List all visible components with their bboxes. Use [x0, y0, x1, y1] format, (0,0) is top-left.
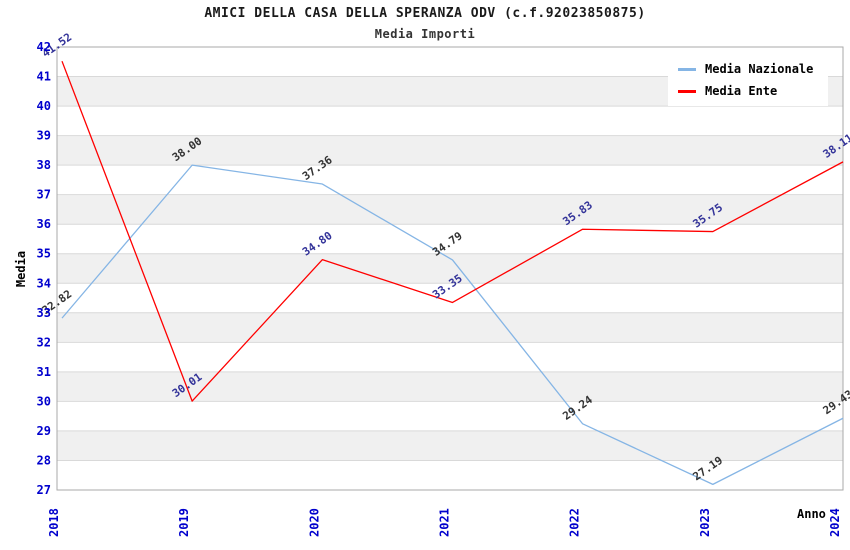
plot-band [57, 312, 843, 343]
y-tick-label: 37 [37, 188, 51, 202]
plot-band [57, 430, 843, 461]
plot-band [57, 460, 843, 490]
plot-band [57, 342, 843, 372]
legend-item-media-nazionale: Media Nazionale [678, 62, 822, 76]
y-tick-label: 27 [37, 483, 51, 497]
y-tick-label: 32 [37, 335, 51, 349]
x-tick-label: 2024 [828, 508, 842, 537]
plot-band [57, 224, 843, 254]
legend-swatch-media-ente-icon [678, 89, 696, 93]
y-tick-label: 36 [37, 217, 51, 231]
y-tick-label: 33 [37, 306, 51, 320]
x-tick-label: 2023 [698, 508, 712, 537]
plot-band [57, 401, 843, 431]
y-tick-label: 30 [37, 394, 51, 408]
series-line-media-ente [61, 60, 844, 402]
y-tick-label: 35 [37, 247, 51, 261]
series-line-media-nazionale [61, 164, 844, 486]
x-tick-label: 2018 [47, 508, 61, 537]
y-tick-label: 34 [37, 276, 51, 290]
y-tick-label: 40 [37, 99, 51, 113]
chart-subtitle: Media Importi [374, 27, 476, 41]
legend: Media Nazionale Media Ente [668, 54, 828, 106]
y-axis-label: Media [14, 250, 28, 288]
legend-label-media-nazionale: Media Nazionale [705, 62, 814, 76]
plot-band [57, 194, 843, 225]
plot-band [57, 106, 843, 136]
legend-item-media-ente: Media Ente [678, 84, 822, 98]
x-tick-label: 2020 [307, 508, 321, 537]
plot-band [57, 283, 843, 313]
y-tick-label: 38 [37, 158, 51, 172]
plot-band [57, 135, 843, 166]
plot-band [57, 165, 843, 195]
y-tick-label: 39 [37, 129, 51, 143]
legend-label-media-ente: Media Ente [705, 84, 778, 98]
y-tick-label: 42 [37, 40, 51, 54]
x-tick-label: 2022 [568, 508, 582, 537]
plot-band [57, 371, 843, 402]
plot-border [56, 46, 844, 491]
x-axis-label: Anno [797, 507, 826, 521]
legend-swatch-media-nazionale-icon [678, 67, 696, 71]
y-tick-label: 31 [37, 365, 51, 379]
x-tick-label: 2019 [177, 508, 191, 537]
y-tick-label: 41 [37, 70, 51, 84]
chart-title: AMICI DELLA CASA DELLA SPERANZA ODV (c.f… [204, 6, 646, 21]
x-tick-label: 2021 [438, 508, 452, 537]
y-tick-label: 28 [37, 453, 51, 467]
y-tick-label: 29 [37, 424, 51, 438]
